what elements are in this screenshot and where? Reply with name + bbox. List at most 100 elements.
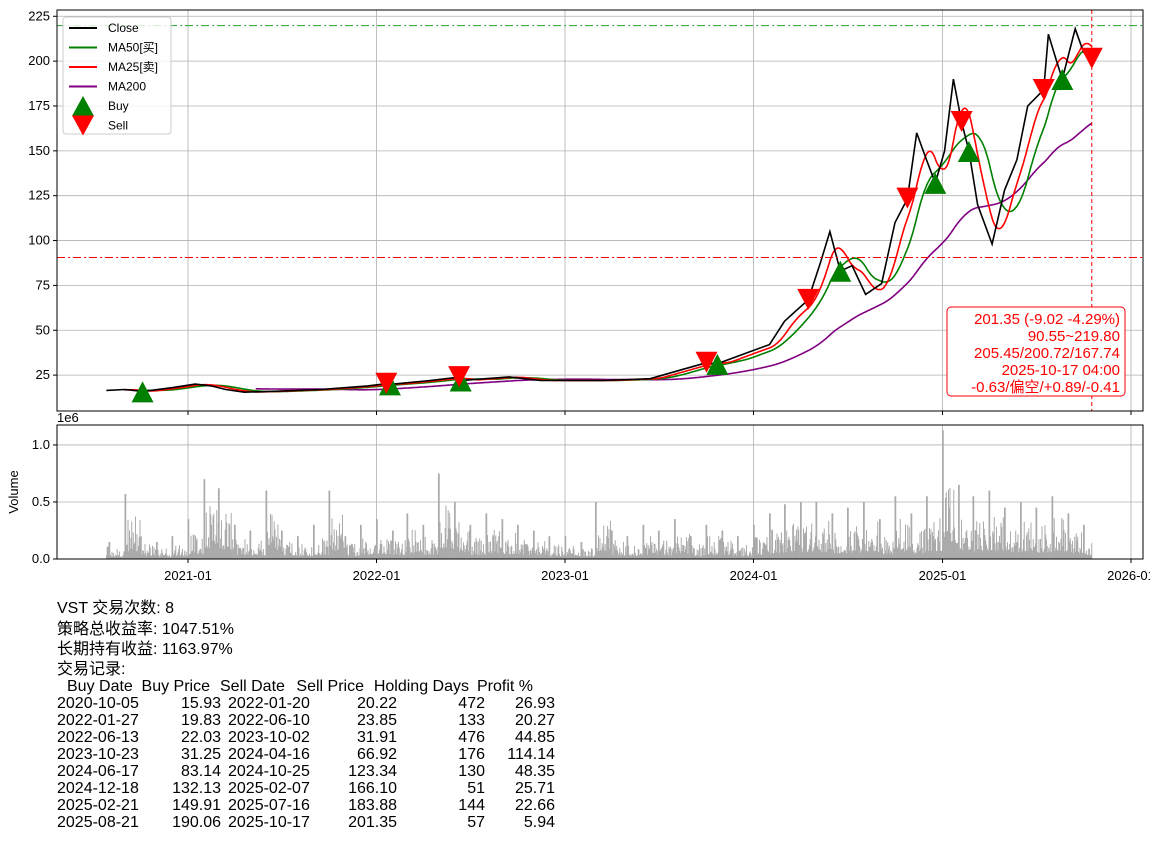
volume-bar <box>374 546 376 559</box>
volume-bar <box>164 555 166 559</box>
volume-bar <box>1087 554 1089 559</box>
volume-bar <box>512 554 514 559</box>
volume-bar <box>750 553 752 559</box>
table-cell: 123.34 <box>348 763 397 780</box>
volume-bar <box>278 538 280 559</box>
volume-bar <box>893 548 895 559</box>
volume-bar <box>296 536 298 559</box>
volume-bar <box>575 554 577 559</box>
volume-bar <box>813 547 815 559</box>
volume-bar <box>751 555 753 559</box>
volume-bar <box>583 556 585 559</box>
volume-bar <box>789 540 791 559</box>
volume-bar <box>704 554 706 559</box>
volume-bar <box>399 555 401 559</box>
volume-bar <box>713 542 715 559</box>
x-tick-label: 2025-01 <box>919 568 967 583</box>
volume-axis-label: Volume <box>6 470 21 513</box>
annotation-line: 205.45/200.72/167.74 <box>974 345 1120 362</box>
volume-bar <box>748 556 750 559</box>
volume-bar <box>503 553 505 559</box>
volume-bar <box>841 552 843 559</box>
volume-bar <box>930 529 932 559</box>
volume-bar <box>151 545 153 559</box>
volume-bar <box>637 549 639 559</box>
volume-bar <box>313 524 315 559</box>
volume-bar <box>275 536 277 559</box>
legend-label: Close <box>108 21 139 35</box>
volume-bar <box>619 548 621 559</box>
volume-bar <box>180 554 182 559</box>
volume-bar <box>485 513 487 559</box>
volume-bar <box>210 524 212 559</box>
volume-bar <box>508 554 510 559</box>
sell-marker <box>896 187 919 209</box>
legend-label: Buy <box>108 99 129 113</box>
volume-bar <box>498 531 500 559</box>
volume-bar <box>459 551 461 559</box>
volume-bar <box>436 553 438 559</box>
volume-bar <box>1077 536 1079 559</box>
volume-bar <box>570 552 572 559</box>
volume-bar <box>654 543 656 559</box>
volume-bar <box>403 555 405 559</box>
volume-bar <box>365 541 367 559</box>
volume-bar <box>891 554 893 559</box>
volume-bar <box>1063 529 1065 559</box>
volume-bar <box>940 551 942 559</box>
volume-bar <box>394 549 396 559</box>
table-cell: 166.10 <box>348 780 397 797</box>
volume-bar <box>528 550 530 559</box>
volume-bar <box>709 551 711 559</box>
table-row: 2022-06-13 22.03 2023-10-02 31.91 476 44.85 <box>0 729 570 746</box>
volume-bar <box>601 543 603 559</box>
volume-bar <box>1086 554 1088 559</box>
volume-bar <box>904 524 906 559</box>
table-cell: 22.66 <box>514 797 555 814</box>
volume-bar <box>205 547 207 559</box>
volume-bar <box>966 530 968 559</box>
volume-bar <box>926 496 928 559</box>
volume-bar <box>756 537 758 559</box>
volume-bar <box>573 548 575 559</box>
volume-bar <box>700 548 702 559</box>
volume-bar <box>193 535 195 559</box>
volume-bar <box>907 524 909 559</box>
volume-bar <box>621 554 623 559</box>
volume-bar <box>306 554 308 559</box>
volume-bar <box>869 546 871 559</box>
volume-bar <box>804 533 806 559</box>
volume-bar <box>985 544 987 559</box>
volume-bar <box>807 551 809 559</box>
volume-bar <box>1082 552 1084 559</box>
volume-bar <box>761 548 763 559</box>
volume-bar <box>631 553 633 559</box>
volume-bar <box>1089 554 1091 559</box>
volume-bar <box>492 535 494 559</box>
volume-bar <box>192 534 194 559</box>
volume-bar <box>1028 539 1030 559</box>
volume-bar <box>208 537 210 559</box>
volume-bar <box>259 549 261 559</box>
volume-bar <box>358 555 360 559</box>
volume-bar <box>1084 553 1086 559</box>
volume-bar <box>794 535 796 559</box>
volume-bar <box>253 553 255 559</box>
volume-bar <box>698 544 700 559</box>
volume-bar <box>579 555 581 559</box>
volume-bar <box>960 548 962 559</box>
volume-bar <box>695 555 697 559</box>
volume-bar <box>790 550 792 559</box>
volume-bar <box>453 501 455 559</box>
volume-bar <box>889 553 891 559</box>
volume-bar <box>597 551 599 559</box>
table-cell: Sell Price <box>296 678 364 695</box>
volume-bar <box>651 542 653 559</box>
volume-bar <box>802 528 804 559</box>
volume-bar <box>860 548 862 559</box>
volume-bar <box>606 525 608 559</box>
volume-bar <box>742 547 744 559</box>
volume-bar <box>519 552 521 559</box>
volume-bar <box>970 530 972 559</box>
volume-bar <box>118 554 120 559</box>
